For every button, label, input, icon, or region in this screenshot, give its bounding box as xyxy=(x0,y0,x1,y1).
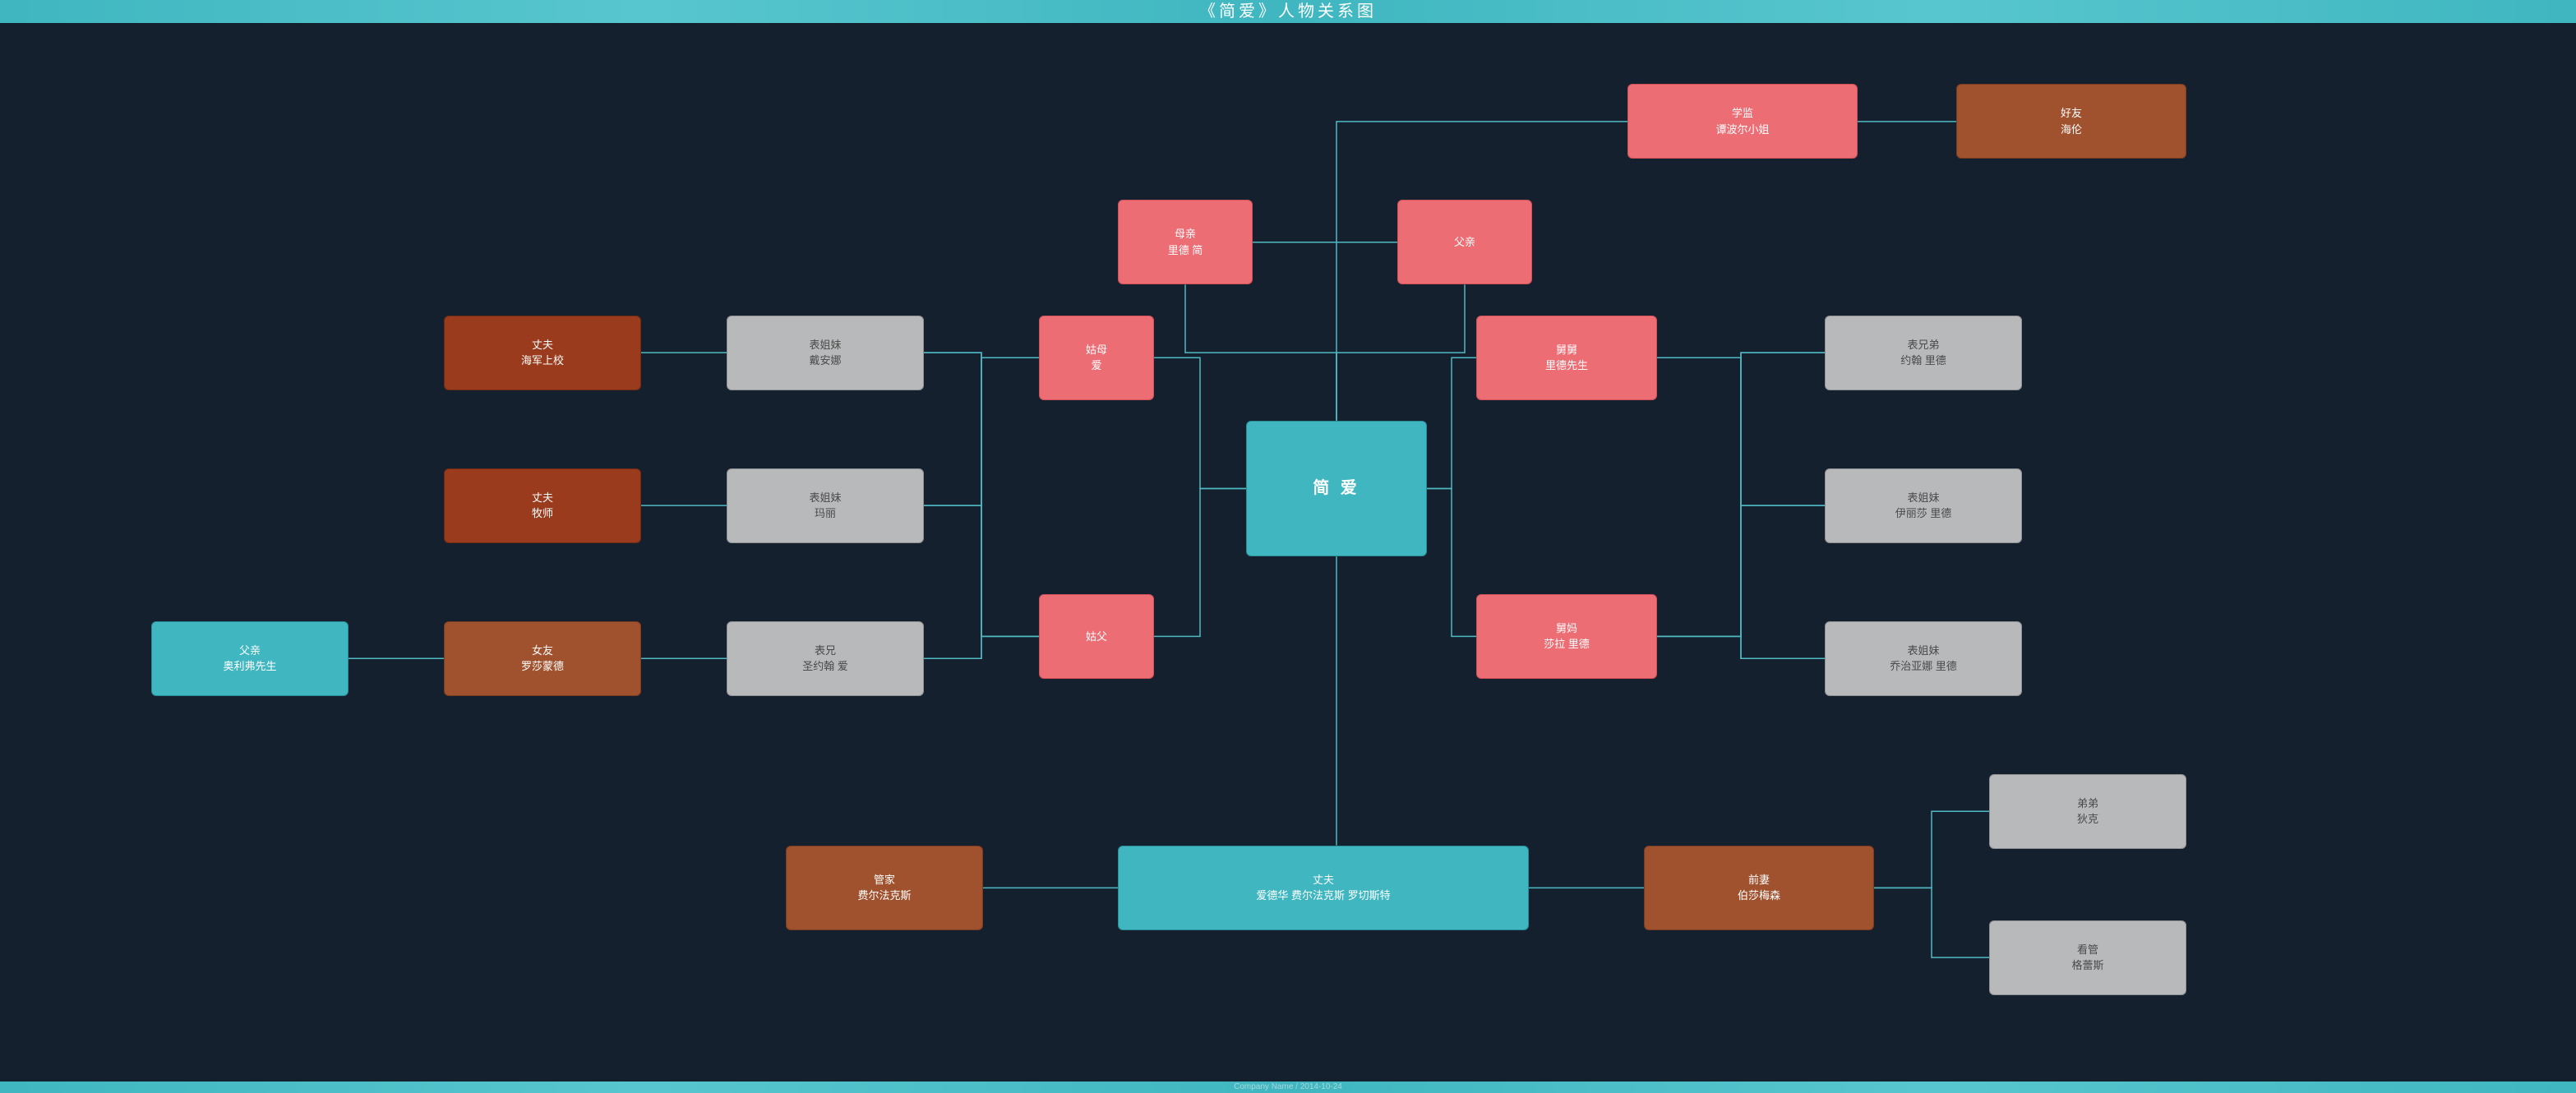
node-uncle: 舅舅里德先生 xyxy=(1476,316,1657,400)
node-sublabel: 爱德华 费尔法克斯 罗切斯特 xyxy=(1256,888,1390,904)
node-sublabel: 牧师 xyxy=(532,505,553,522)
node-sublabel: 圣约翰 爱 xyxy=(802,658,848,675)
node-sublabel: 狄克 xyxy=(2077,811,2098,828)
node-sublabel: 爱 xyxy=(1091,357,1101,374)
edge xyxy=(1657,505,1825,636)
node-sublabel: 奥利弗先生 xyxy=(223,658,276,675)
edge xyxy=(924,353,1039,357)
node-sublabel: 戴安娜 xyxy=(809,353,841,369)
node-label: 舅妈 xyxy=(1556,620,1577,637)
node-friend: 好友海伦 xyxy=(1956,84,2186,159)
edge xyxy=(1657,357,1825,658)
edge xyxy=(1336,284,1465,420)
node-mother: 母亲里德 简 xyxy=(1118,200,1253,284)
edge xyxy=(924,636,1039,658)
node-gf: 女友罗莎蒙德 xyxy=(444,621,641,696)
node-sublabel: 乔治亚娜 里德 xyxy=(1890,658,1957,675)
node-label: 丈夫 xyxy=(532,337,553,353)
edge xyxy=(1657,353,1825,636)
node-rcousin1: 表兄弟约翰 里德 xyxy=(1825,316,2022,390)
edge xyxy=(924,357,1039,658)
node-unclef: 姑父 xyxy=(1039,594,1154,679)
node-label: 简 爱 xyxy=(1313,476,1360,500)
node-sublabel: 里德 简 xyxy=(1168,242,1203,259)
node-sublabel: 费尔法克斯 xyxy=(857,888,911,904)
node-sublabel: 约翰 里德 xyxy=(1900,353,1946,369)
edge xyxy=(1874,888,1989,957)
edge xyxy=(1154,357,1246,488)
edge xyxy=(924,505,1039,636)
edge xyxy=(1427,488,1476,636)
node-keeper: 看管格蕾斯 xyxy=(1989,920,2186,995)
node-exwife: 前妻伯莎梅森 xyxy=(1644,846,1874,930)
edge xyxy=(1427,357,1476,488)
edge xyxy=(924,357,1039,505)
edge xyxy=(1154,488,1246,636)
node-label: 女友 xyxy=(532,643,553,659)
edge xyxy=(1657,353,1825,357)
node-cousin3: 表兄圣约翰 爱 xyxy=(727,621,924,696)
node-sublabel: 格蕾斯 xyxy=(2071,957,2103,974)
node-label: 丈夫 xyxy=(532,490,553,506)
node-label: 表姐妹 xyxy=(809,490,841,506)
node-label: 姑母 xyxy=(1086,342,1107,358)
page-title: 《简爱》人物关系图 xyxy=(0,0,2576,23)
node-sublabel: 罗莎蒙德 xyxy=(521,658,564,675)
node-fatherO: 父亲奥利弗先生 xyxy=(151,621,349,696)
node-cousin1: 表姐妹戴安娜 xyxy=(727,316,924,390)
node-label: 学监 xyxy=(1732,105,1753,122)
footer-text: Company Name / 2014-10-24 xyxy=(0,1081,2576,1093)
node-label: 父亲 xyxy=(1454,234,1475,251)
node-rcousin3: 表姐妹乔治亚娜 里德 xyxy=(1825,621,2022,696)
node-sublabel: 伊丽莎 里德 xyxy=(1895,505,1952,522)
edge xyxy=(924,353,1039,636)
edge xyxy=(1657,636,1825,658)
diagram-canvas: 简 爱母亲里德 简父亲姑母爱姑父舅舅里德先生舅妈莎拉 里德表姐妹戴安娜表姐妹玛丽… xyxy=(0,23,2576,1081)
node-sublabel: 海伦 xyxy=(2061,122,2082,138)
node-father: 父亲 xyxy=(1397,200,1532,284)
node-hus2: 丈夫牧师 xyxy=(444,468,641,543)
node-label: 表姐妹 xyxy=(809,337,841,353)
node-label: 表兄 xyxy=(815,643,836,659)
node-label: 母亲 xyxy=(1175,226,1196,242)
node-brother: 弟弟狄克 xyxy=(1989,774,2186,849)
node-sublabel: 谭波尔小姐 xyxy=(1715,122,1769,138)
node-butler: 管家费尔法克斯 xyxy=(786,846,983,930)
node-sublabel: 伯莎梅森 xyxy=(1738,888,1780,904)
edge xyxy=(1657,357,1825,505)
node-husband: 丈夫爱德华 费尔法克斯 罗切斯特 xyxy=(1118,846,1529,930)
node-label: 弟弟 xyxy=(2077,796,2098,812)
node-label: 表姐妹 xyxy=(1907,643,1939,659)
node-center: 简 爱 xyxy=(1246,421,1427,556)
node-auntm: 舅妈莎拉 里德 xyxy=(1476,594,1657,679)
node-label: 父亲 xyxy=(239,643,261,659)
node-label: 好友 xyxy=(2061,105,2082,122)
node-label: 看管 xyxy=(2077,942,2098,958)
node-label: 表姐妹 xyxy=(1907,490,1939,506)
node-label: 表兄弟 xyxy=(1907,337,1939,353)
node-hus1: 丈夫海军上校 xyxy=(444,316,641,390)
node-teacher: 学监谭波尔小姐 xyxy=(1627,84,1858,159)
node-rcousin2: 表姐妹伊丽莎 里德 xyxy=(1825,468,2022,543)
edge xyxy=(1874,811,1989,888)
node-label: 管家 xyxy=(874,872,895,888)
node-label: 前妻 xyxy=(1748,872,1770,888)
node-sublabel: 玛丽 xyxy=(815,505,836,522)
node-cousin2: 表姐妹玛丽 xyxy=(727,468,924,543)
edge xyxy=(1185,284,1336,420)
node-aunt: 姑母爱 xyxy=(1039,316,1154,400)
node-label: 丈夫 xyxy=(1313,872,1334,888)
node-sublabel: 里德先生 xyxy=(1545,357,1588,374)
node-sublabel: 莎拉 里德 xyxy=(1544,636,1590,653)
node-sublabel: 海军上校 xyxy=(521,353,564,369)
node-label: 姑父 xyxy=(1086,629,1107,645)
node-label: 舅舅 xyxy=(1556,342,1577,358)
